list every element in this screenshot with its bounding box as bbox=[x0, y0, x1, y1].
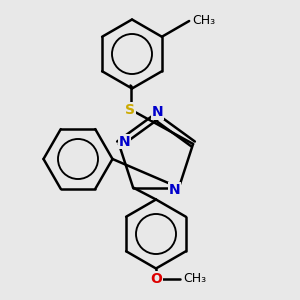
Text: CH₃: CH₃ bbox=[183, 272, 206, 286]
Text: O: O bbox=[150, 272, 162, 286]
Text: CH₃: CH₃ bbox=[192, 14, 215, 28]
Text: N: N bbox=[152, 106, 163, 119]
Text: N: N bbox=[169, 183, 180, 197]
Text: N: N bbox=[118, 134, 130, 148]
Text: S: S bbox=[125, 103, 136, 116]
